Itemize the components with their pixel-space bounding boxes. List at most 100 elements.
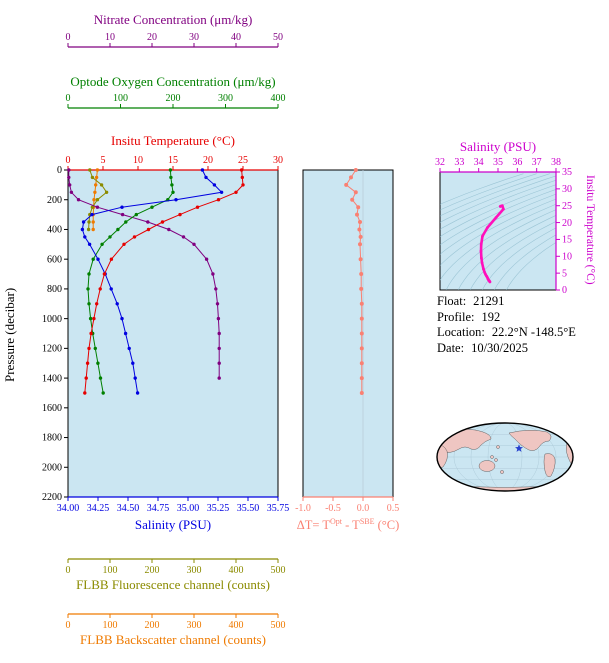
series-oxygen bbox=[86, 168, 175, 395]
temperature-axis-title: Insitu Temperature (°C) bbox=[111, 133, 235, 148]
fluorescence-axis-title: FLBB Fluorescence channel (counts) bbox=[76, 577, 270, 592]
pressure-tick-label: 0 bbox=[57, 165, 62, 176]
salinity-tick-label: 34.00 bbox=[57, 503, 80, 514]
series-temperature bbox=[83, 168, 245, 395]
backscatter-tick-label: 200 bbox=[145, 620, 160, 631]
fluorescence-tick-label: 100 bbox=[103, 565, 118, 576]
pressure-tick-label: 1800 bbox=[42, 433, 62, 444]
ts-salinity-tick-label: 35 bbox=[493, 157, 503, 168]
oxygen-tick-label: 400 bbox=[271, 93, 286, 104]
salinity-axis-title: Salinity (PSU) bbox=[134, 517, 212, 532]
salinity-tick-label: 34.50 bbox=[117, 503, 140, 514]
float-location-marker bbox=[515, 444, 523, 452]
map-south-america bbox=[543, 453, 556, 478]
map-new-zealand bbox=[500, 470, 504, 474]
nitrate-axis: 0 10 20 30 40 50 bbox=[66, 32, 283, 48]
backscatter-tick-label: 300 bbox=[187, 620, 202, 631]
fluorescence-tick-label: 0 bbox=[66, 565, 71, 576]
temperature-tick-label: 10 bbox=[133, 155, 143, 166]
oxygen-tick-label: 0 bbox=[66, 93, 71, 104]
ts-salinity-axis-title: Salinity (PSU) bbox=[459, 139, 537, 154]
pressure-tick-label: 2000 bbox=[42, 462, 62, 473]
dt-tick-label: -1.0 bbox=[295, 503, 311, 514]
ts-salinity-tick-label: 38 bbox=[551, 157, 561, 168]
date-label: Date: bbox=[437, 340, 465, 355]
oxygen-tick-label: 300 bbox=[218, 93, 233, 104]
ts-temperature-tick-label: 10 bbox=[562, 251, 572, 262]
series-salinity bbox=[80, 168, 224, 395]
location-value: 22.2°N -148.5°E bbox=[491, 325, 576, 339]
dt-tick-label: 0.5 bbox=[387, 503, 400, 514]
dt-axis-title: ΔT= TOpt - TSBE (°C) bbox=[296, 517, 400, 533]
dt-plot-area bbox=[302, 169, 394, 498]
temperature-tick-label: 30 bbox=[273, 155, 283, 166]
pressure-tick-label: 1000 bbox=[42, 314, 62, 325]
salinity-tick-label: 34.25 bbox=[87, 503, 110, 514]
ts-temperature-tick-label: 25 bbox=[562, 201, 572, 212]
nitrate-axis-title: Nitrate Concentration (μm/kg) bbox=[93, 12, 253, 27]
profiles-plot-area bbox=[67, 169, 279, 498]
temperature-tick-label: 20 bbox=[203, 155, 213, 166]
pressure-tick-label: 2200 bbox=[42, 492, 62, 503]
nitrate-tick-label: 10 bbox=[105, 32, 115, 43]
fluorescence-tick-label: 300 bbox=[187, 565, 202, 576]
location-row: Location: 22.2°N -148.5°E bbox=[437, 325, 576, 341]
pressure-tick-label: 400 bbox=[47, 225, 62, 236]
dt-tick-label: -0.5 bbox=[325, 503, 341, 514]
location-label: Location: bbox=[437, 325, 485, 339]
map-land bbox=[437, 426, 573, 491]
oxygen-tick-label: 100 bbox=[113, 93, 128, 104]
temperature-tick-label: 25 bbox=[238, 155, 248, 166]
series-nitrate bbox=[67, 168, 221, 380]
isopycnal-contours bbox=[440, 173, 556, 290]
salinity-tick-label: 35.00 bbox=[177, 503, 200, 514]
float-id-label: Float: bbox=[437, 294, 467, 308]
float-info-block: Float: 21291 Profile: 192 Location: 22.2°N … bbox=[437, 294, 576, 356]
ts-temperature-axis-title: Insitu Temperature (°C) bbox=[584, 175, 596, 285]
backscatter-axis: 0 100 200 300 400 500 bbox=[66, 613, 286, 631]
date-value: 10/30/2025 bbox=[471, 340, 529, 355]
series-dt bbox=[344, 168, 364, 395]
ts-salinity-tick-label: 32 bbox=[435, 157, 445, 168]
date-row: Date: 10/30/2025 bbox=[437, 341, 576, 357]
profiles-chart: 0200400600800100012001400160018002000220… bbox=[42, 32, 289, 631]
nitrate-tick-label: 0 bbox=[66, 32, 71, 43]
backscatter-tick-label: 0 bbox=[66, 620, 71, 631]
backscatter-axis-title: FLBB Backscatter channel (counts) bbox=[80, 632, 266, 647]
map-island bbox=[494, 458, 498, 462]
fluorescence-tick-label: 400 bbox=[229, 565, 244, 576]
pressure-tick-label: 1200 bbox=[42, 344, 62, 355]
salinity-tick-label: 35.50 bbox=[237, 503, 260, 514]
backscatter-tick-label: 400 bbox=[229, 620, 244, 631]
temperature-tick-label: 15 bbox=[168, 155, 178, 166]
ts-temperature-tick-label: 20 bbox=[562, 218, 572, 229]
pressure-tick-label: 1600 bbox=[42, 403, 62, 414]
fluorescence-axis: 0 100 200 300 400 500 bbox=[66, 558, 286, 576]
fluorescence-tick-label: 200 bbox=[145, 565, 160, 576]
salinity-tick-label: 34.75 bbox=[147, 503, 170, 514]
profile-number-label: Profile: bbox=[437, 309, 475, 324]
salinity-axis: 34.00 34.25 34.50 34.75 35.00 35.25 35.50 35.75 bbox=[57, 496, 289, 514]
series-fluorescence bbox=[86, 168, 109, 232]
map-australia bbox=[478, 460, 496, 472]
pressure-tick-label: 800 bbox=[47, 284, 62, 295]
ts-temperature-tick-label: 0 bbox=[562, 285, 567, 296]
ts-salinity-tick-label: 36 bbox=[512, 157, 522, 168]
ts-chart: 32 33 34 35 36 37 38 0 5 10 15 20 25 30 35 bbox=[435, 157, 572, 296]
dt-chart: -1.0 -0.5 0.0 0.5 bbox=[295, 168, 399, 514]
temperature-tick-label: 0 bbox=[66, 155, 71, 166]
ts-temperature-tick-label: 35 bbox=[562, 167, 572, 178]
ts-temperature-tick-label: 30 bbox=[562, 184, 572, 195]
ts-curve bbox=[479, 204, 505, 284]
map-island bbox=[490, 455, 494, 459]
pressure-tick-label: 1400 bbox=[42, 373, 62, 384]
map-japan bbox=[496, 445, 500, 449]
ts-temperature-tick-label: 15 bbox=[562, 235, 572, 246]
map-north-america bbox=[508, 430, 552, 451]
pressure-axis-title: Pressure (decibar) bbox=[2, 287, 17, 383]
nitrate-tick-label: 30 bbox=[189, 32, 199, 43]
oxygen-axis: 0 100 200 300 400 bbox=[66, 93, 286, 109]
temperature-axis: 0 5 10 15 20 25 30 bbox=[66, 155, 283, 171]
